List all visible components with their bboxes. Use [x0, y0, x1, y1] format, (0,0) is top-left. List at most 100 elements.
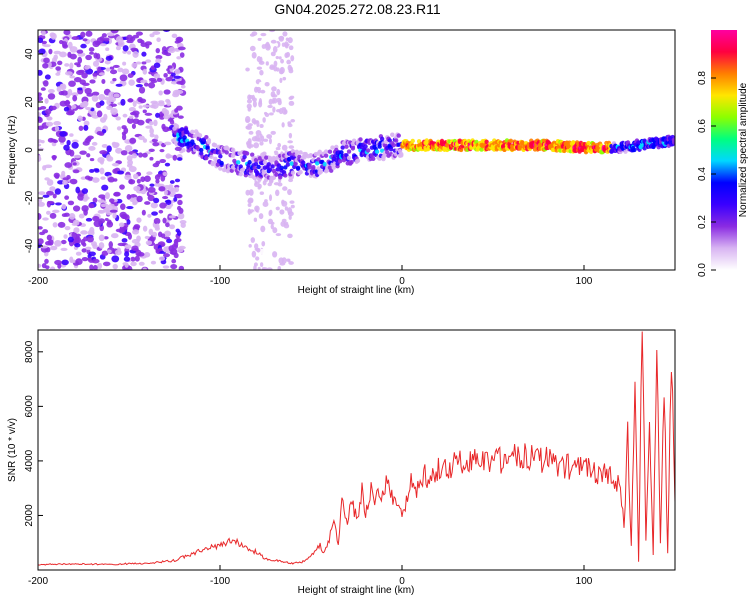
- spectrogram-cell: [252, 100, 257, 108]
- spectrogram-cell: [80, 43, 87, 49]
- spectrogram-cell: [38, 116, 43, 124]
- spectrogram-cell: [107, 176, 115, 183]
- spectrogram-cell: [327, 149, 333, 154]
- spectrogram-cell: [137, 252, 145, 257]
- spectrogram-cell: [248, 130, 254, 135]
- spectrogram-cell: [264, 82, 270, 87]
- spectrogram-cell: [147, 194, 155, 202]
- spectrogram-cell: [71, 141, 79, 149]
- spectrogram-cell: [261, 240, 266, 247]
- spectrogram-cell: [277, 99, 282, 106]
- spectrogram-cell: [112, 263, 118, 270]
- spectrogram-cell: [271, 97, 276, 104]
- spectrogram-cell: [161, 123, 166, 130]
- spectrogram-cell: [89, 158, 95, 162]
- spectrogram-cell: [265, 61, 269, 66]
- spectrogram-cell: [255, 130, 262, 136]
- spectrogram-cell: [290, 119, 296, 123]
- spectrogram-cell: [130, 256, 136, 262]
- spectrogram-cell: [165, 205, 172, 210]
- spectrogram-cell: [253, 262, 258, 267]
- spectrogram-cell: [268, 98, 273, 105]
- spectrogram-cell: [88, 203, 95, 209]
- spectrogram-cell: [385, 149, 390, 155]
- spectrogram-cell: [82, 100, 89, 107]
- spectrogram-cell: [44, 108, 52, 115]
- spectrogram-cell: [42, 80, 49, 87]
- spectrogram-cell: [124, 262, 129, 268]
- spectrogram-cell: [98, 93, 106, 101]
- spectrogram-cell: [277, 265, 282, 270]
- spectrogram-cell: [106, 249, 112, 254]
- colorbar-tick-label: 0.4: [697, 167, 708, 181]
- spectrogram-cell: [259, 124, 264, 128]
- spectrogram-cell: [99, 150, 108, 155]
- spectrogram-cell: [163, 246, 168, 253]
- spectrogram-cell: [153, 73, 161, 79]
- spectrogram-cell: [92, 72, 98, 77]
- spectrogram-cell: [74, 242, 81, 248]
- spectrogram-cell: [88, 47, 95, 52]
- spectrogram-cell: [61, 213, 68, 218]
- spectrogram-cell: [135, 31, 143, 36]
- spectrogram-cell: [245, 119, 250, 123]
- spectrogram-cell: [153, 217, 161, 225]
- spectrogram-cell: [264, 199, 268, 203]
- spectrogram-cell: [180, 222, 186, 228]
- spectrogram-cell: [121, 133, 127, 141]
- spectrogram-cell: [155, 160, 161, 165]
- spectrogram-cell: [281, 122, 285, 128]
- spectrogram-cell: [132, 100, 137, 108]
- spectrogram-cell: [80, 230, 88, 235]
- spectrogram-cell: [89, 51, 94, 55]
- spectrogram-cell: [96, 130, 104, 136]
- spectrogram-cell: [175, 89, 184, 95]
- spectrogram-cell: [247, 197, 254, 204]
- spectrogram-cell: [127, 98, 134, 103]
- spectrogram-cell: [258, 183, 262, 189]
- spectrogram-cell: [165, 222, 170, 228]
- spectrogram-cell: [286, 59, 292, 65]
- spectrogram-cell: [142, 225, 148, 232]
- spectrogram-cell: [252, 97, 257, 102]
- spectrogram-cell: [287, 123, 293, 128]
- spectrogram-cell: [121, 214, 128, 220]
- spectrogram-cell: [115, 36, 123, 44]
- spectrogram-cell: [246, 50, 251, 57]
- spectrogram-cell: [121, 82, 127, 86]
- spectrogram-cell: [149, 33, 155, 38]
- spectrogram-cell: [106, 32, 115, 37]
- spectrogram-cell: [41, 263, 47, 269]
- spectrogram-cell: [142, 152, 148, 158]
- spectrogram-cell: [250, 237, 256, 243]
- spectrogram-cell: [632, 147, 637, 153]
- spectrogram-cell: [179, 52, 185, 58]
- spectrogram-cell: [102, 261, 111, 267]
- spectrogram-cell: [508, 138, 514, 143]
- spectrogram-cell: [382, 153, 387, 158]
- spectrogram-cell: [259, 141, 264, 146]
- spectrogram-cell: [134, 255, 140, 262]
- spectrogram-cell: [113, 192, 120, 197]
- spectrogram-cell: [260, 135, 265, 143]
- spectrogram-cell: [103, 96, 109, 101]
- spectrogram-cell: [69, 133, 74, 137]
- spectrogram-cell: [60, 239, 67, 245]
- spectrogram-cell: [344, 144, 349, 149]
- spectrogram-cell: [279, 165, 284, 171]
- spectrogram-cell: [93, 52, 98, 59]
- spectrogram-cell: [300, 160, 306, 165]
- spectrogram-cell: [128, 179, 136, 185]
- spectrogram-cell: [155, 248, 161, 253]
- spectrogram-cell: [290, 170, 296, 175]
- spectrogram-cell: [288, 100, 295, 106]
- spectrogram-cell: [105, 47, 110, 52]
- spectrogram-cell: [163, 72, 168, 78]
- spectrogram-cell: [377, 144, 382, 149]
- spectrogram-cell: [267, 218, 274, 225]
- spectrogram-cell: [249, 45, 256, 52]
- spectrogram-cell: [267, 182, 273, 187]
- spectrogram-cell: [126, 40, 134, 44]
- spectrogram-cell: [111, 255, 120, 263]
- spectrogram-x-tick-label: -100: [210, 276, 230, 287]
